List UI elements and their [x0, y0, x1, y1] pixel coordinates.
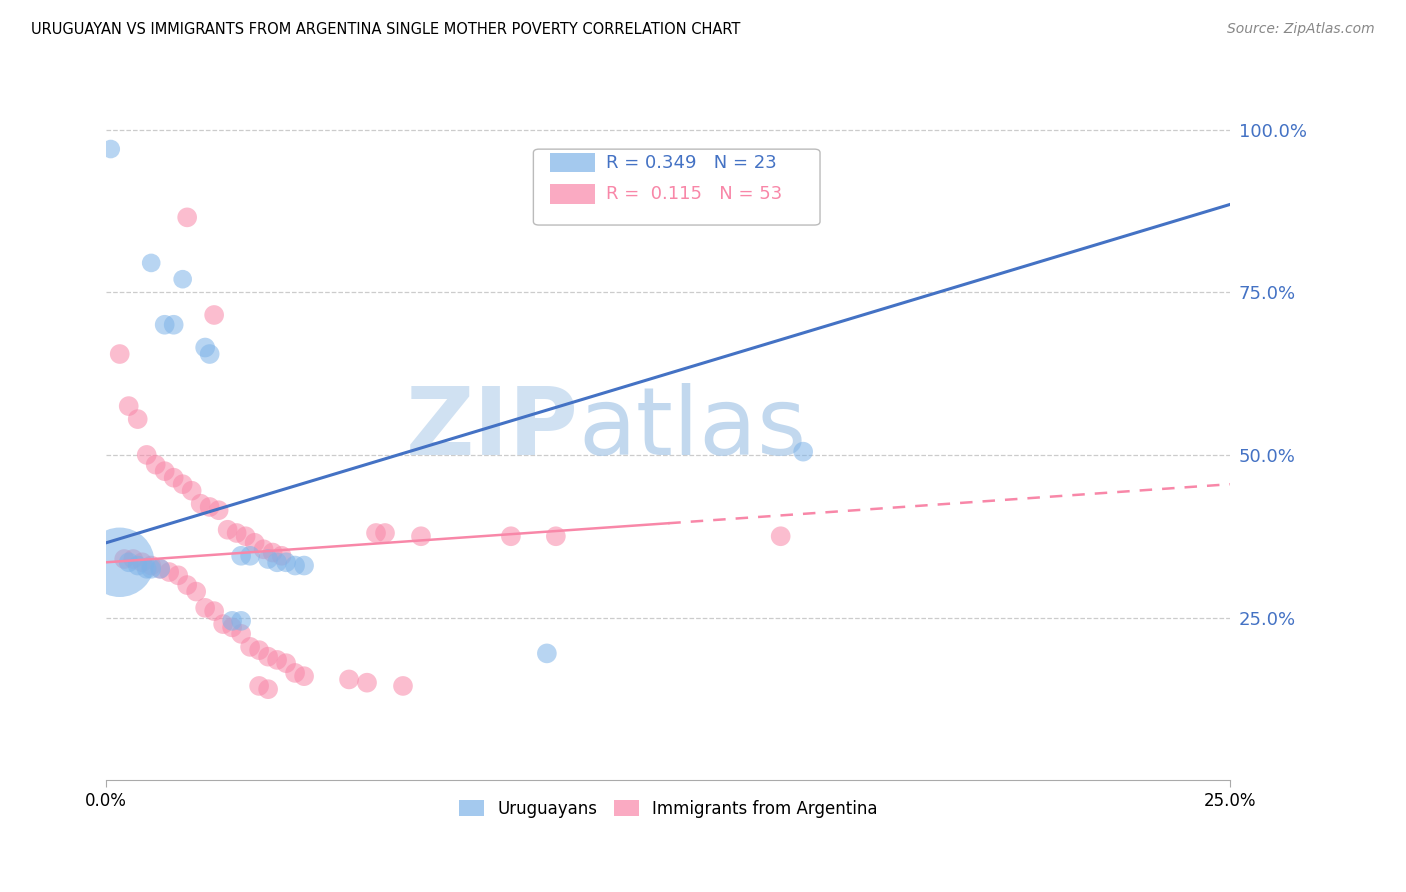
Point [792, 444, 814, 458]
Point [266, 555, 288, 569]
Point [257, 552, 280, 566]
Point [202, 308, 225, 322]
Text: atlas: atlas [578, 383, 807, 475]
FancyBboxPatch shape [550, 153, 595, 172]
Point [544, 529, 567, 543]
Point [247, 679, 270, 693]
Point [112, 552, 135, 566]
Point [392, 679, 415, 693]
Point [127, 412, 149, 426]
Point [194, 341, 217, 355]
Point [135, 448, 157, 462]
Point [374, 526, 396, 541]
Point [337, 673, 360, 687]
Point [409, 529, 432, 543]
Point [127, 558, 149, 573]
Point [149, 562, 172, 576]
Point [172, 272, 194, 286]
Point [108, 555, 131, 569]
Point [364, 526, 387, 541]
Text: URUGUAYAN VS IMMIGRANTS FROM ARGENTINA SINGLE MOTHER POVERTY CORRELATION CHART: URUGUAYAN VS IMMIGRANTS FROM ARGENTINA S… [31, 22, 741, 37]
Point [176, 578, 198, 592]
Point [180, 483, 202, 498]
Point [157, 565, 180, 579]
Point [239, 549, 262, 563]
Point [149, 562, 172, 576]
Point [243, 535, 266, 549]
Point [217, 523, 239, 537]
Point [292, 669, 315, 683]
Point [235, 529, 257, 543]
Point [239, 640, 262, 654]
Point [769, 529, 792, 543]
Point [172, 477, 194, 491]
Point [135, 562, 157, 576]
Text: ZIP: ZIP [405, 383, 578, 475]
Point [118, 399, 141, 413]
Text: R =  0.115   N = 53: R = 0.115 N = 53 [606, 186, 783, 203]
Point [194, 600, 217, 615]
Point [229, 614, 252, 628]
Point [100, 142, 122, 156]
Point [163, 471, 186, 485]
Point [167, 568, 190, 582]
Point [208, 503, 231, 517]
Point [221, 614, 243, 628]
Point [356, 675, 378, 690]
Point [274, 555, 297, 569]
Point [153, 464, 176, 478]
Point [229, 549, 252, 563]
Point [536, 647, 558, 661]
Point [499, 529, 522, 543]
Point [141, 562, 163, 576]
Point [257, 682, 280, 697]
Point [141, 558, 163, 573]
Legend: Uruguayans, Immigrants from Argentina: Uruguayans, Immigrants from Argentina [453, 793, 884, 825]
Point [190, 497, 212, 511]
Point [198, 500, 221, 514]
Point [270, 549, 292, 563]
Point [122, 552, 145, 566]
Point [108, 347, 131, 361]
Point [141, 256, 163, 270]
Point [292, 558, 315, 573]
Point [163, 318, 186, 332]
Point [131, 555, 153, 569]
Point [266, 653, 288, 667]
Point [153, 318, 176, 332]
Point [247, 643, 270, 657]
FancyBboxPatch shape [550, 185, 595, 204]
Point [262, 545, 284, 559]
Point [118, 555, 141, 569]
Point [252, 542, 274, 557]
Point [212, 617, 235, 632]
Point [202, 604, 225, 618]
Point [186, 584, 208, 599]
Text: Source: ZipAtlas.com: Source: ZipAtlas.com [1227, 22, 1375, 37]
Point [198, 347, 221, 361]
Point [229, 627, 252, 641]
Point [257, 649, 280, 664]
Point [145, 458, 167, 472]
Point [225, 526, 247, 541]
Point [176, 211, 198, 225]
Point [284, 558, 307, 573]
Point [284, 665, 307, 680]
Text: R = 0.349   N = 23: R = 0.349 N = 23 [606, 154, 778, 172]
Point [274, 656, 297, 670]
FancyBboxPatch shape [533, 149, 820, 225]
Point [221, 620, 243, 634]
